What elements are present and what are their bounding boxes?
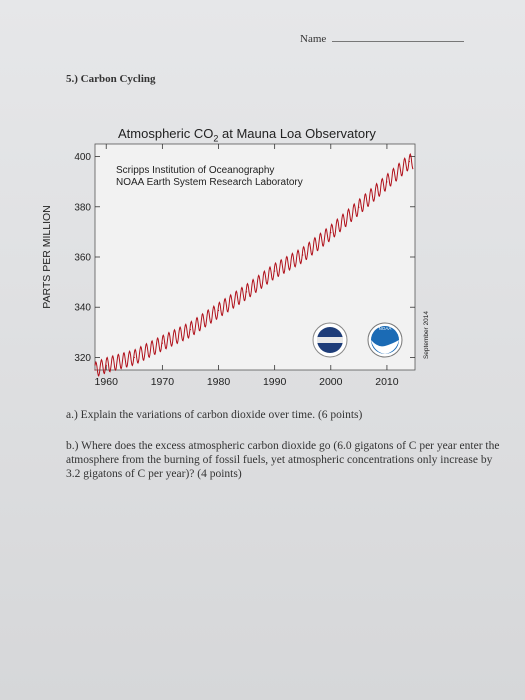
noaa-logo: NOAA: [367, 322, 403, 358]
name-blank-line: [332, 41, 465, 42]
co2-point-2010: [386, 181, 388, 183]
co2-point-1985: [245, 291, 248, 293]
y-axis-label: PARTS PER MILLION: [41, 205, 53, 308]
plot-frame: [94, 143, 416, 371]
axis-ticks: 320 340 360 380 400 1960 1970 1980 1990 2000 2010: [74, 144, 415, 388]
x-tick-label-2000: 2000: [319, 376, 343, 388]
chart-title-subscript: 2: [213, 133, 219, 144]
x-tick-label-1960: 1960: [95, 376, 119, 388]
co2-point-1995: [302, 254, 304, 256]
x-tick-label-1970: 1970: [151, 376, 175, 388]
scripps-logo: [312, 322, 348, 358]
name-label: Name: [300, 33, 327, 45]
question-b: b.) Where does the excess atmospheric ca…: [66, 440, 500, 480]
date-note: September 2014: [423, 311, 430, 359]
chart-subtitle-line-2: NOAA Earth System Research Laboratory: [116, 177, 303, 188]
y-tick-label-320: 320: [74, 353, 91, 364]
y-tick-label-380: 380: [74, 202, 91, 213]
y-tick-label-360: 360: [74, 253, 91, 264]
question-a: a.) Explain the variations of carbon dio…: [66, 409, 363, 421]
co2-point-2000: [330, 232, 332, 234]
y-tick-label-400: 400: [74, 152, 91, 163]
co2-point-2014: [408, 160, 410, 163]
co2-point-1960: [105, 364, 107, 366]
co2-monthly-line: [94, 152, 414, 377]
co2-point-1980: [217, 309, 220, 312]
co2-point-1975: [189, 328, 192, 331]
chart-title-suffix: at Mauna Loa Observatory: [218, 126, 376, 141]
y-tick-label-340: 340: [74, 303, 91, 314]
co2-series: [94, 152, 414, 377]
co2-point-1965: [133, 356, 135, 359]
co2-point-2005: [358, 206, 360, 208]
section-heading: 5.) Carbon Cycling: [66, 73, 156, 85]
name-field: Name: [300, 33, 465, 45]
chart-title-prefix: Atmospheric CO: [118, 126, 214, 141]
co2-point-1958: [94, 369, 96, 371]
x-tick-label-1980: 1980: [207, 376, 231, 388]
co2-point-1970: [161, 342, 163, 344]
chart-subtitle-line-1: Scripps Institution of Oceanography: [116, 165, 274, 176]
x-tick-label-1990: 1990: [263, 376, 287, 388]
noaa-logo-text: NOAA: [379, 326, 392, 331]
co2-point-1990: [274, 270, 276, 272]
x-tick-label-2010: 2010: [375, 376, 399, 388]
chart-title: Atmospheric CO2 at Mauna Loa Observatory: [118, 126, 376, 144]
